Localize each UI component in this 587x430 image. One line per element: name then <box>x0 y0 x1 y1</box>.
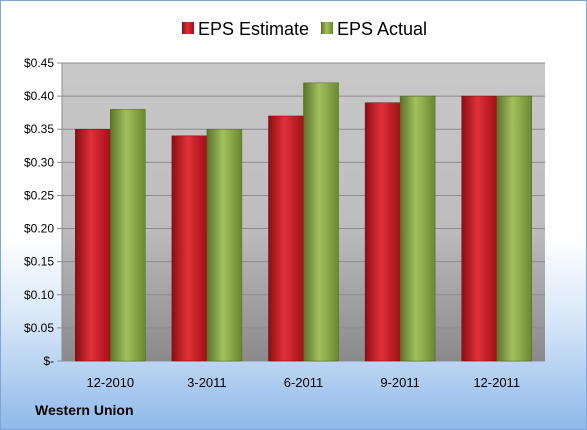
y-tick-label: $0.10 <box>24 288 54 302</box>
y-tick-label: $0.40 <box>24 89 54 103</box>
y-tick-label: $0.20 <box>24 222 54 236</box>
legend-label-actual: EPS Actual <box>337 19 427 39</box>
x-tick-label: 12-2011 <box>473 375 520 390</box>
y-tick-label: $0.05 <box>24 321 54 335</box>
y-tick-label: $0.45 <box>24 56 54 70</box>
bar-eps-estimate <box>75 128 111 362</box>
bar-eps-estimate <box>364 102 401 362</box>
y-tick-label: $0.30 <box>24 155 54 169</box>
y-tick-label: $0.35 <box>24 122 54 136</box>
x-tick-label: 9-2011 <box>380 375 420 390</box>
bar-eps-actual <box>110 109 146 362</box>
company-label: Western Union <box>35 402 134 418</box>
bar-eps-estimate <box>171 135 208 362</box>
legend: EPS Estimate EPS Actual <box>182 19 427 39</box>
legend-label-estimate: EPS Estimate <box>198 19 309 39</box>
x-tick-label: 6-2011 <box>284 375 324 390</box>
bar-eps-actual <box>303 82 339 362</box>
legend-swatch-estimate <box>182 22 194 34</box>
bar-eps-actual <box>399 95 436 362</box>
y-axis: $- $0.05 $0.10 $0.15 $0.20 $0.25 $0.30 $0.35 $0.… <box>24 56 54 368</box>
x-tick-label: 12-2010 <box>86 375 134 390</box>
x-tick-label: 3-2011 <box>187 375 227 390</box>
bar-eps-estimate <box>461 95 497 362</box>
bar-eps-estimate <box>268 115 304 362</box>
x-axis: 12-2010 3-2011 6-2011 9-2011 12-2011 <box>86 375 520 390</box>
y-tick-label: $0.25 <box>24 188 54 202</box>
legend-swatch-actual <box>321 22 333 34</box>
bar-eps-actual <box>496 95 532 362</box>
bars <box>75 82 532 362</box>
y-tick-label: $0.15 <box>24 255 54 269</box>
y-tick-label: $- <box>43 354 54 368</box>
bar-eps-actual <box>206 128 243 362</box>
